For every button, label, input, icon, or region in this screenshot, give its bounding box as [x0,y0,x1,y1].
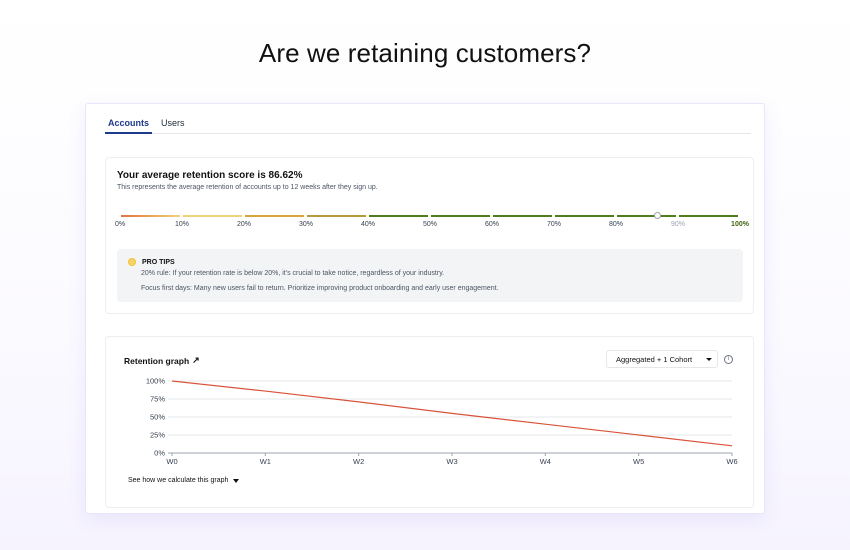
pro-tip-item: Focus first days: Many new users fail to… [141,285,499,292]
calculation-link-label: See how we calculate this graph [128,477,229,484]
y-tick-label: 75% [150,395,165,404]
scale-tick-label: 40% [360,221,376,228]
score-marker [653,212,661,219]
cohort-dropdown-value: Aggregated + 1 Cohort [616,355,693,364]
retention-line-chart: 100% 75% 50% 25% 0%W0 W1 W2 W3 W4 W5 W6 [146,377,738,467]
scale-tick-label: 20% [236,221,252,228]
chevron-down-icon [706,358,712,361]
x-tick-label: W2 [353,457,364,466]
y-tick-label: 50% [150,413,165,422]
retention-graph-title[interactable]: Retention graph ↗ [124,355,200,366]
page-title: Are we retaining customers? [258,38,592,68]
x-tick-label: W6 [726,457,737,466]
scale-segment [555,215,614,217]
scale-tick-label: 10% [174,221,190,228]
scale-tick-label: 70% [546,221,562,228]
y-tick-label: 100% [146,377,166,386]
y-tick-label: 0% [154,449,165,458]
arrow-up-right-icon: ↗ [192,355,200,365]
retention-series-line [171,380,733,447]
tab-accounts[interactable]: Accounts [105,116,153,134]
scale-tick-label: 80% [608,221,624,228]
x-tick-label: W5 [633,457,644,466]
scale-segment [307,215,366,217]
scale-segment [617,215,676,217]
scale-tick-label: 60% [484,221,500,228]
scale-segment [431,215,490,217]
scale-segment [369,215,428,217]
x-tick-label: W1 [260,457,271,466]
tab-users[interactable]: Users [161,118,185,128]
scale-segment [245,215,304,217]
retention-panel: Accounts Users Your average retention sc… [85,103,765,514]
retention-score-subtitle: This represents the average retention of… [117,184,378,191]
cohort-dropdown[interactable]: Aggregated + 1 Cohort [606,350,718,368]
pro-tips-box: PRO TIPS 20% rule: If your retention rat… [117,249,743,302]
retention-score-title: Your average retention score is 86.62% [117,170,303,181]
y-tick-label: 25% [150,431,165,440]
retention-graph-card: Retention graph ↗ Aggregated + 1 Cohort … [105,336,754,508]
x-tick-label: W4 [540,457,551,466]
info-icon[interactable]: i [724,355,733,364]
scale-tick-label: 0% [114,221,126,228]
pro-tip-item: 20% rule: If your retention rate is belo… [141,270,445,277]
scale-segment [121,215,180,217]
x-tick-label: W0 [166,457,177,466]
scale-segment [679,215,738,217]
lightbulb-icon [128,258,136,266]
scale-tick-label: 90% [670,221,686,228]
scale-tick-label: 30% [298,221,314,228]
retention-score-card: Your average retention score is 86.62% T… [105,157,754,314]
scale-segment [493,215,552,217]
scale-segment [183,215,242,217]
caret-down-icon [233,478,240,483]
pro-tips-title: PRO TIPS [142,258,175,266]
scale-tick-label: 100% [731,221,749,228]
tab-bar: Accounts Users [105,116,751,134]
scale-tick-label: 50% [422,221,438,228]
calculation-link[interactable]: See how we calculate this graph [128,477,240,484]
x-tick-label: W3 [446,457,457,466]
retention-graph-title-text: Retention graph [124,355,190,366]
